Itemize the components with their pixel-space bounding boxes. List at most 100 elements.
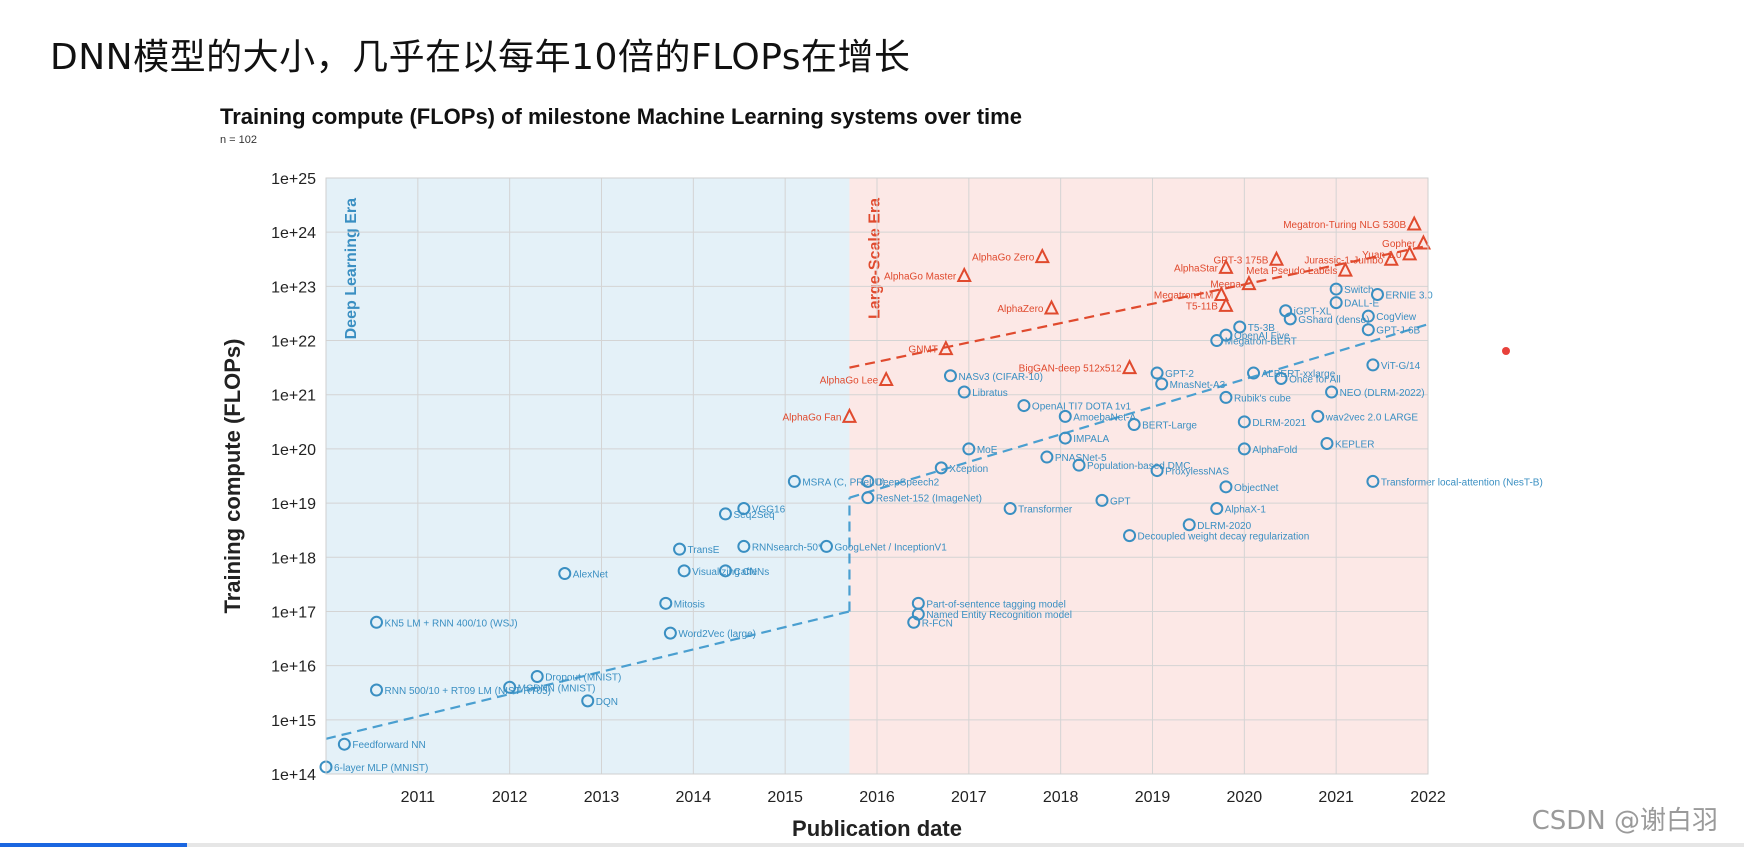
data-point — [663, 626, 677, 640]
point-label: AlphaGo Lee — [820, 376, 879, 387]
data-point — [1003, 502, 1017, 516]
video-progress-track[interactable] — [0, 843, 1744, 847]
point-label: PNASNet-5 — [1055, 453, 1107, 464]
data-point — [1017, 399, 1031, 413]
point-label: DLRM-2020 — [1197, 521, 1251, 532]
data-point — [1219, 328, 1233, 342]
point-label: MCDNN (MNIST) — [518, 683, 596, 694]
point-label: AlphaGo Fan — [783, 412, 842, 423]
point-label: KEPLER — [1335, 439, 1374, 450]
x-tick-label: 2014 — [676, 789, 712, 806]
data-point — [1150, 464, 1164, 478]
data-point — [1237, 442, 1251, 456]
data-point — [1040, 450, 1054, 464]
point-label: GNMT — [908, 345, 937, 356]
point-label: Seq2Seq — [733, 510, 774, 521]
point-label: TransE — [688, 545, 720, 556]
data-point — [1127, 418, 1141, 432]
point-label: ViT-G/14 — [1381, 361, 1421, 372]
point-label: Decoupled weight decay regularization — [1138, 532, 1310, 543]
point-label: DQN — [596, 697, 618, 708]
data-point — [1415, 234, 1432, 250]
point-label: KN5 LM + RNN 400/10 (WSJ) — [385, 618, 518, 629]
data-point — [370, 615, 384, 629]
point-label: DLRM-2021 — [1252, 418, 1306, 429]
data-point — [841, 407, 858, 423]
data-point — [1182, 518, 1196, 532]
axes: 2011 2012 2013 2014 2015 2016 2017 2018 2019 2020… — [220, 171, 1446, 841]
data-point — [581, 694, 595, 708]
data-point — [337, 737, 351, 751]
point-label: ObjectNet — [1234, 483, 1279, 494]
data-point — [819, 539, 833, 553]
point-label: OpenAI TI7 DOTA 1v1 — [1032, 402, 1132, 413]
data-point — [1219, 390, 1233, 404]
data-point — [1095, 493, 1109, 507]
data-point — [1247, 366, 1261, 380]
data-point — [1361, 323, 1375, 337]
point-label: MoE — [977, 445, 998, 456]
point-label: Population-based DMC — [1087, 461, 1190, 472]
point-label: AlphaGo Master — [884, 272, 957, 283]
point-label: GoogLeNet / InceptionV1 — [834, 542, 947, 553]
point-label: ResNet-152 (ImageNet) — [876, 494, 982, 505]
point-label: ProxylessNAS — [1165, 467, 1229, 478]
data-point — [1279, 304, 1293, 318]
plot-border — [325, 177, 1429, 775]
data-point — [673, 542, 687, 556]
data-point — [1072, 458, 1086, 472]
point-label: Gopher — [1382, 239, 1416, 250]
era-label: Deep Learning Era — [343, 198, 360, 339]
point-label: AlexNet — [573, 570, 608, 581]
trend-line — [325, 610, 850, 740]
x-tick-label: 2016 — [859, 789, 895, 806]
x-tick-label: 2013 — [584, 789, 620, 806]
data-point — [1329, 296, 1343, 310]
point-label: GShard (dense) — [1298, 315, 1369, 326]
data-point — [530, 669, 544, 683]
data-point — [1237, 415, 1251, 429]
chart-title: Training compute (FLOPs) of milestone Ma… — [220, 104, 1022, 129]
point-label: Rubik's cube — [1234, 393, 1291, 404]
point-label: AlphaFold — [1252, 445, 1297, 456]
data-point — [1219, 480, 1233, 494]
point-label: ERNIE 3.0 — [1385, 290, 1433, 301]
x-tick-label: 2017 — [951, 789, 987, 806]
point-label: NEO (DLRM-2022) — [1340, 388, 1425, 399]
data-point — [1058, 409, 1072, 423]
point-label: T5-11B — [1186, 301, 1218, 312]
data-point — [957, 385, 971, 399]
data-point — [1311, 409, 1325, 423]
point-label: ALBERT-xxlarge — [1262, 369, 1336, 380]
x-axis-title: Publication date — [792, 816, 962, 841]
y-tick-label: 1e+17 — [271, 604, 316, 621]
trend-line — [849, 244, 1429, 369]
y-tick-label: 1e+20 — [271, 442, 316, 459]
point-label: Meta Pseudo Labels — [1246, 266, 1337, 277]
x-tick-label: 2011 — [401, 789, 436, 806]
y-axis-title: Training compute (FLOPs) — [220, 338, 245, 613]
y-tick-label: 1e+22 — [271, 334, 316, 351]
laser-pointer-dot — [1502, 347, 1510, 355]
y-tick-label: 1e+24 — [271, 225, 316, 242]
era-region — [326, 178, 850, 774]
point-label: Named Entity Recognition model — [926, 610, 1072, 621]
data-point — [1325, 385, 1339, 399]
point-label: Mitosis — [674, 599, 705, 610]
point-label: IMPALA — [1073, 434, 1109, 445]
point-label: GPT-2 — [1165, 369, 1194, 380]
data-point — [1233, 320, 1247, 334]
video-progress-fill — [0, 843, 187, 847]
y-tick-label: 1e+16 — [271, 659, 316, 676]
era-region — [849, 178, 1428, 774]
point-label: Part-of-sentence tagging model — [926, 599, 1066, 610]
point-label: AlphaGo Zero — [972, 253, 1035, 264]
data-points — [319, 215, 1432, 774]
data-point — [1337, 261, 1353, 277]
data-point — [659, 596, 673, 610]
data-point — [1121, 358, 1138, 375]
data-point — [861, 491, 875, 505]
data-point — [718, 507, 732, 521]
data-point — [1329, 282, 1343, 296]
y-tick-label: 1e+21 — [271, 388, 316, 405]
